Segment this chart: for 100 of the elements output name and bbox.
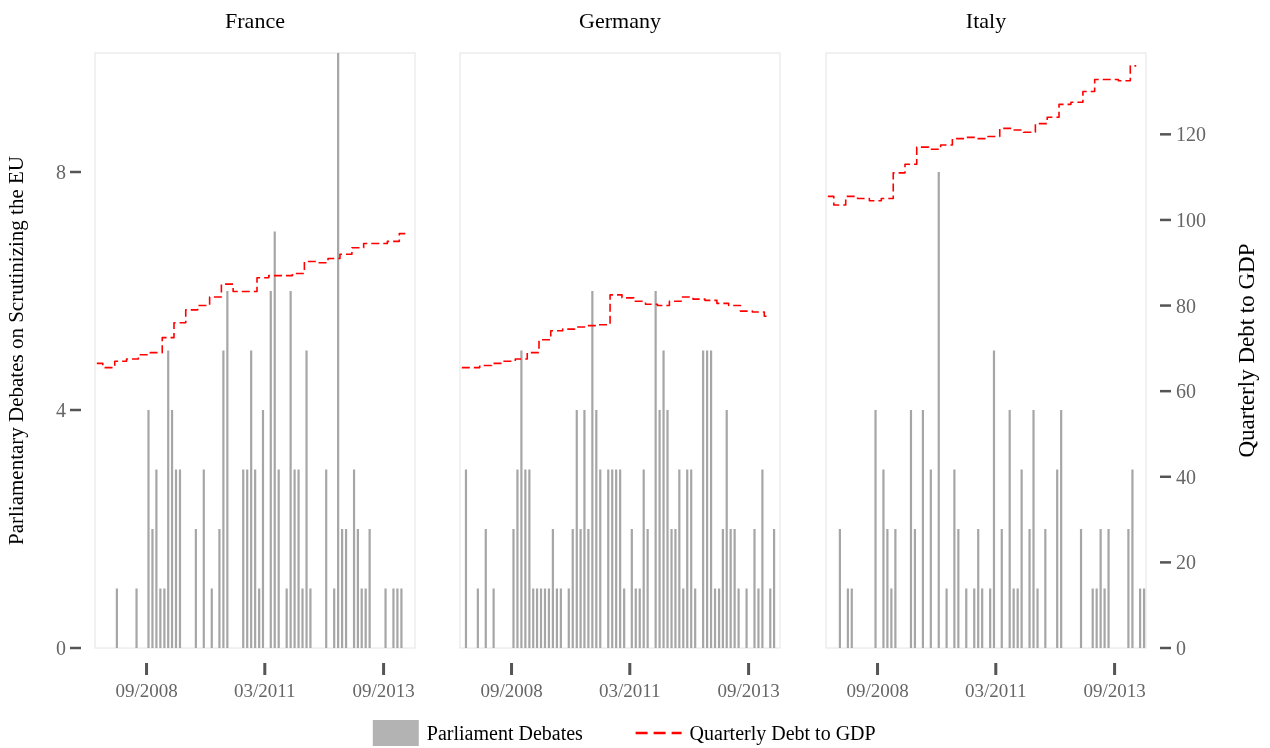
bar	[957, 529, 960, 648]
bar	[202, 469, 205, 648]
bar	[194, 529, 197, 648]
bar	[250, 350, 253, 648]
bar	[325, 469, 328, 648]
bar	[384, 588, 387, 648]
y2-tick-label: 120	[1176, 123, 1206, 146]
bar	[921, 410, 925, 648]
y-tick-label: 4	[56, 399, 66, 421]
y2-tick-label: 100	[1176, 208, 1206, 231]
bar	[1131, 469, 1134, 648]
bar	[167, 350, 170, 648]
bar	[368, 529, 371, 648]
bar	[1142, 588, 1146, 648]
x-tick-label: 09/2013	[352, 679, 415, 701]
bar	[1138, 588, 1142, 648]
x-tick-label: 09/2013	[1083, 679, 1146, 701]
bar	[1020, 469, 1023, 648]
bar	[642, 469, 645, 648]
bar	[709, 350, 713, 648]
bar	[305, 350, 308, 648]
bar	[623, 588, 626, 648]
bar	[615, 469, 618, 648]
bar	[1079, 529, 1083, 648]
bar	[352, 469, 356, 648]
bar	[163, 588, 166, 648]
bar	[226, 291, 229, 648]
bar	[575, 410, 578, 648]
bar	[909, 410, 913, 648]
bar	[1095, 588, 1098, 648]
bar	[115, 588, 118, 648]
bar	[277, 469, 280, 648]
bar	[539, 588, 543, 648]
y2-tick-label: 60	[1176, 380, 1196, 403]
bar	[929, 469, 932, 648]
y2-tick-label: 80	[1176, 294, 1196, 317]
bar	[289, 291, 292, 648]
legend-label: Quarterly Debt to GDP	[689, 722, 876, 745]
bar	[1107, 529, 1110, 648]
bar	[559, 588, 562, 648]
bar	[1099, 529, 1102, 648]
bar	[694, 588, 697, 648]
bar	[492, 588, 495, 648]
bar	[913, 529, 917, 648]
bar	[611, 469, 614, 648]
bar	[1000, 529, 1003, 648]
bar	[702, 350, 705, 648]
bar	[973, 588, 976, 648]
bar	[838, 529, 841, 648]
x-tick-label: 09/2008	[115, 679, 178, 701]
bar	[571, 529, 574, 648]
bar	[591, 291, 594, 648]
bar	[341, 529, 344, 648]
bar	[846, 588, 849, 648]
chart-title: France	[225, 8, 285, 33]
bar	[977, 529, 980, 648]
bar	[528, 469, 531, 648]
bar	[729, 529, 732, 648]
bar	[1056, 469, 1059, 648]
bar	[396, 588, 399, 648]
bar	[254, 469, 257, 648]
bar	[713, 588, 717, 648]
bar	[761, 469, 764, 648]
bar	[638, 588, 641, 648]
bar	[210, 588, 213, 648]
x-tick-label: 03/2011	[234, 679, 296, 701]
bar	[551, 529, 554, 648]
bar	[894, 529, 897, 648]
bar	[174, 469, 178, 648]
bar	[297, 469, 300, 648]
bar	[344, 529, 348, 648]
bar	[646, 529, 649, 648]
bar	[965, 588, 968, 648]
bar	[222, 350, 225, 648]
bar	[484, 529, 487, 648]
bar	[285, 588, 288, 648]
bar	[583, 410, 586, 648]
bar	[769, 588, 772, 648]
bar	[634, 588, 637, 648]
bar	[567, 588, 570, 648]
bar	[135, 588, 138, 648]
x-tick-label: 03/2011	[965, 679, 1027, 701]
bar	[464, 469, 468, 648]
bar	[273, 231, 276, 648]
bar	[147, 410, 150, 648]
bar	[654, 291, 657, 648]
x-tick-label: 03/2011	[599, 679, 661, 701]
bar	[937, 172, 940, 648]
y2-tick-label: 40	[1176, 465, 1196, 488]
bar	[356, 529, 359, 648]
bar	[595, 410, 598, 648]
bar	[733, 529, 736, 648]
bar	[721, 529, 724, 648]
bar	[662, 350, 665, 648]
y2-axis-title: Quarterly Debt to GDP	[1234, 243, 1259, 458]
bar	[476, 588, 479, 648]
bar	[717, 588, 721, 648]
y-tick-label: 8	[56, 161, 66, 183]
bar	[981, 588, 984, 648]
bar	[686, 469, 689, 648]
